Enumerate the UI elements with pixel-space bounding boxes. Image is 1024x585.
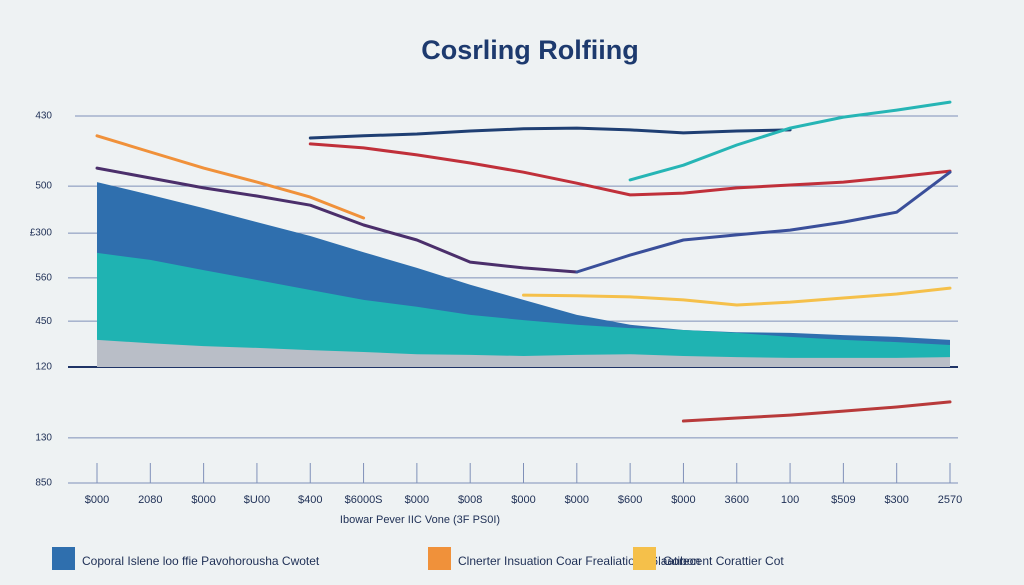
x-tick-label: $400: [298, 494, 322, 506]
area: [97, 252, 950, 367]
x-tick-label: $000: [191, 494, 215, 506]
y-tick-label: 430: [35, 111, 52, 122]
x-tick-label: $600: [618, 494, 642, 506]
x-tick-label: $6000S: [345, 494, 383, 506]
series-line: [95, 134, 366, 220]
x-tick-label: $U00: [244, 494, 270, 506]
series-line: [522, 286, 952, 307]
y-tick-label: 450: [35, 316, 52, 327]
x-tick-label: $000: [511, 494, 535, 506]
x-tick-label: 100: [781, 494, 799, 506]
chart-title: Cosrling Rolfiing: [421, 35, 638, 65]
x-tick-label: $000: [565, 494, 589, 506]
series-line: [308, 126, 792, 140]
lines: [95, 100, 952, 423]
x-tick-label: $000: [405, 494, 429, 506]
x-tick-label: 2080: [138, 494, 162, 506]
legend-label: Gorecent Corattier Cot: [663, 554, 784, 568]
x-axis-label: Ibowar Pever IIC Vone (3F PS0I): [340, 514, 500, 526]
legend-swatch: [52, 547, 75, 570]
legend-swatch: [428, 547, 451, 570]
x-tick-label: $008: [458, 494, 482, 506]
legend-swatch: [633, 547, 656, 570]
y-tick-label: £300: [30, 228, 53, 239]
x-tick-label: $509: [831, 494, 855, 506]
area: [97, 339, 950, 367]
series-line: [575, 170, 952, 274]
legend-label: Coporal Islene loo ffie Pavohorousha Cwo…: [82, 554, 320, 568]
y-tick-label: 120: [35, 362, 52, 373]
legend: Coporal Islene loo ffie Pavohorousha Cwo…: [52, 547, 784, 570]
series-line: [628, 100, 952, 182]
x-tick-label: $000: [671, 494, 695, 506]
x-tick-label: $300: [884, 494, 908, 506]
x-tick-label: 3600: [725, 494, 749, 506]
y-tick-label: 500: [35, 181, 52, 192]
y-tick-label: 130: [35, 432, 52, 443]
x-tick-label: $000: [85, 494, 109, 506]
series-line: [308, 142, 952, 197]
series-line: [681, 400, 952, 423]
areas: [97, 182, 950, 367]
axes: 430 500 £300 560 450 120 130 850 $000 2080 $000 $U0…: [30, 111, 962, 506]
y-tick-label: 560: [35, 272, 52, 283]
area: [97, 182, 950, 367]
y-tick-label: 850: [35, 478, 52, 489]
series-line: [95, 166, 579, 274]
x-tick-label: 2570: [938, 494, 962, 506]
